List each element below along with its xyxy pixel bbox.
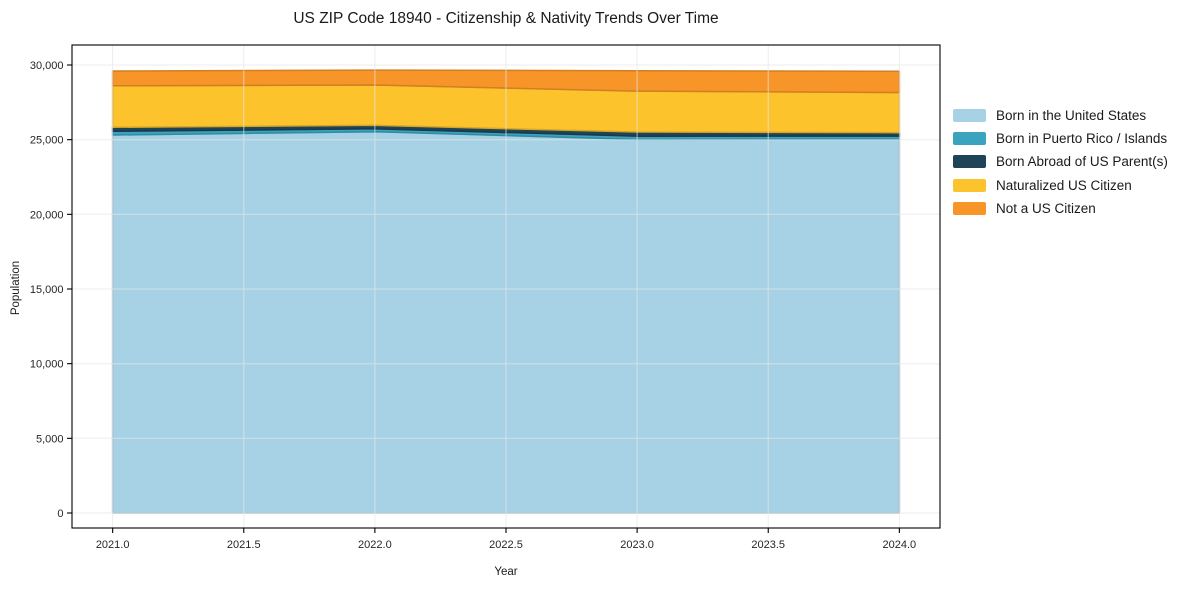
legend-item-born-abroad: Born Abroad of US Parent(s)	[953, 150, 1168, 173]
chart-title: US ZIP Code 18940 - Citizenship & Nativi…	[293, 10, 719, 27]
legend: Born in the United States Born in Puerto…	[953, 104, 1168, 220]
legend-swatch	[953, 155, 986, 169]
legend-label: Naturalized US Citizen	[996, 177, 1132, 193]
svg-text:2024.0: 2024.0	[883, 539, 917, 551]
svg-text:2023.0: 2023.0	[620, 539, 654, 551]
legend-item-naturalized: Naturalized US Citizen	[953, 174, 1168, 197]
svg-text:25,000: 25,000	[30, 135, 64, 147]
svg-text:2022.0: 2022.0	[358, 539, 392, 551]
legend-item-not-citizen: Not a US Citizen	[953, 197, 1168, 220]
legend-label: Born in the United States	[996, 108, 1147, 124]
svg-text:0: 0	[57, 508, 63, 520]
x-axis-label: Year	[494, 566, 518, 578]
legend-label: Born in Puerto Rico / Islands	[996, 131, 1168, 147]
legend-item-born-pr: Born in Puerto Rico / Islands	[953, 127, 1168, 150]
legend-swatch	[953, 109, 986, 123]
legend-label: Not a US Citizen	[996, 200, 1096, 216]
svg-text:2021.5: 2021.5	[227, 539, 261, 551]
legend-swatch	[953, 132, 986, 146]
svg-text:5,000: 5,000	[36, 433, 64, 445]
svg-text:2022.5: 2022.5	[489, 539, 523, 551]
svg-text:2023.5: 2023.5	[751, 539, 785, 551]
legend-item-born-us: Born in the United States	[953, 104, 1168, 127]
legend-label: Born Abroad of US Parent(s)	[996, 154, 1168, 170]
svg-text:15,000: 15,000	[30, 284, 64, 296]
legend-swatch	[953, 178, 986, 192]
svg-text:30,000: 30,000	[30, 60, 64, 72]
y-axis-label-text: Population	[10, 260, 22, 316]
svg-text:10,000: 10,000	[30, 359, 64, 371]
legend-swatch	[953, 201, 986, 215]
svg-text:2021.0: 2021.0	[96, 539, 130, 551]
svg-text:20,000: 20,000	[30, 209, 64, 221]
